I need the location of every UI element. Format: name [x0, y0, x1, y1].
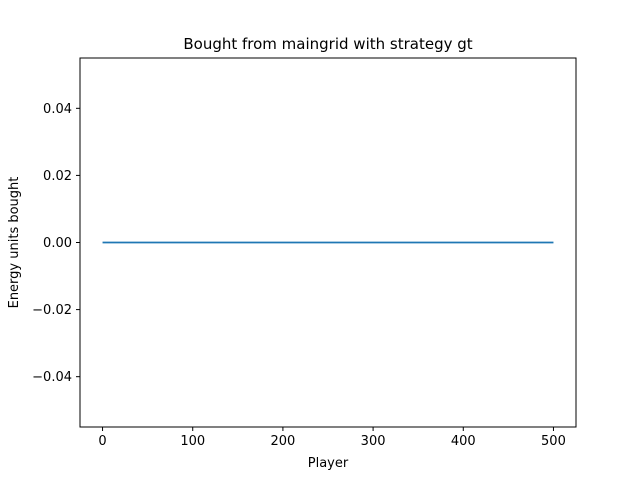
- y-tick-label: 0.02: [43, 169, 72, 184]
- y-tick-label: 0.04: [43, 102, 72, 117]
- x-tick-label: 200: [270, 434, 295, 449]
- x-axis: 0 100 200 300 400 500: [98, 427, 566, 449]
- x-axis-label: Player: [308, 456, 349, 471]
- y-tick-label: 0.00: [43, 236, 72, 251]
- x-tick-label: 300: [361, 434, 386, 449]
- y-axis: −0.04 −0.02 0.00 0.02 0.04: [32, 102, 80, 385]
- x-tick-label: 0: [98, 434, 106, 449]
- y-tick-label: −0.02: [32, 303, 72, 318]
- y-tick-label: −0.04: [32, 370, 72, 385]
- x-tick-label: 500: [541, 434, 566, 449]
- y-axis-label: Energy units bought: [7, 177, 22, 309]
- chart-title: Bought from maingrid with strategy gt: [183, 35, 472, 53]
- x-tick-label: 400: [451, 434, 476, 449]
- x-tick-label: 100: [180, 434, 205, 449]
